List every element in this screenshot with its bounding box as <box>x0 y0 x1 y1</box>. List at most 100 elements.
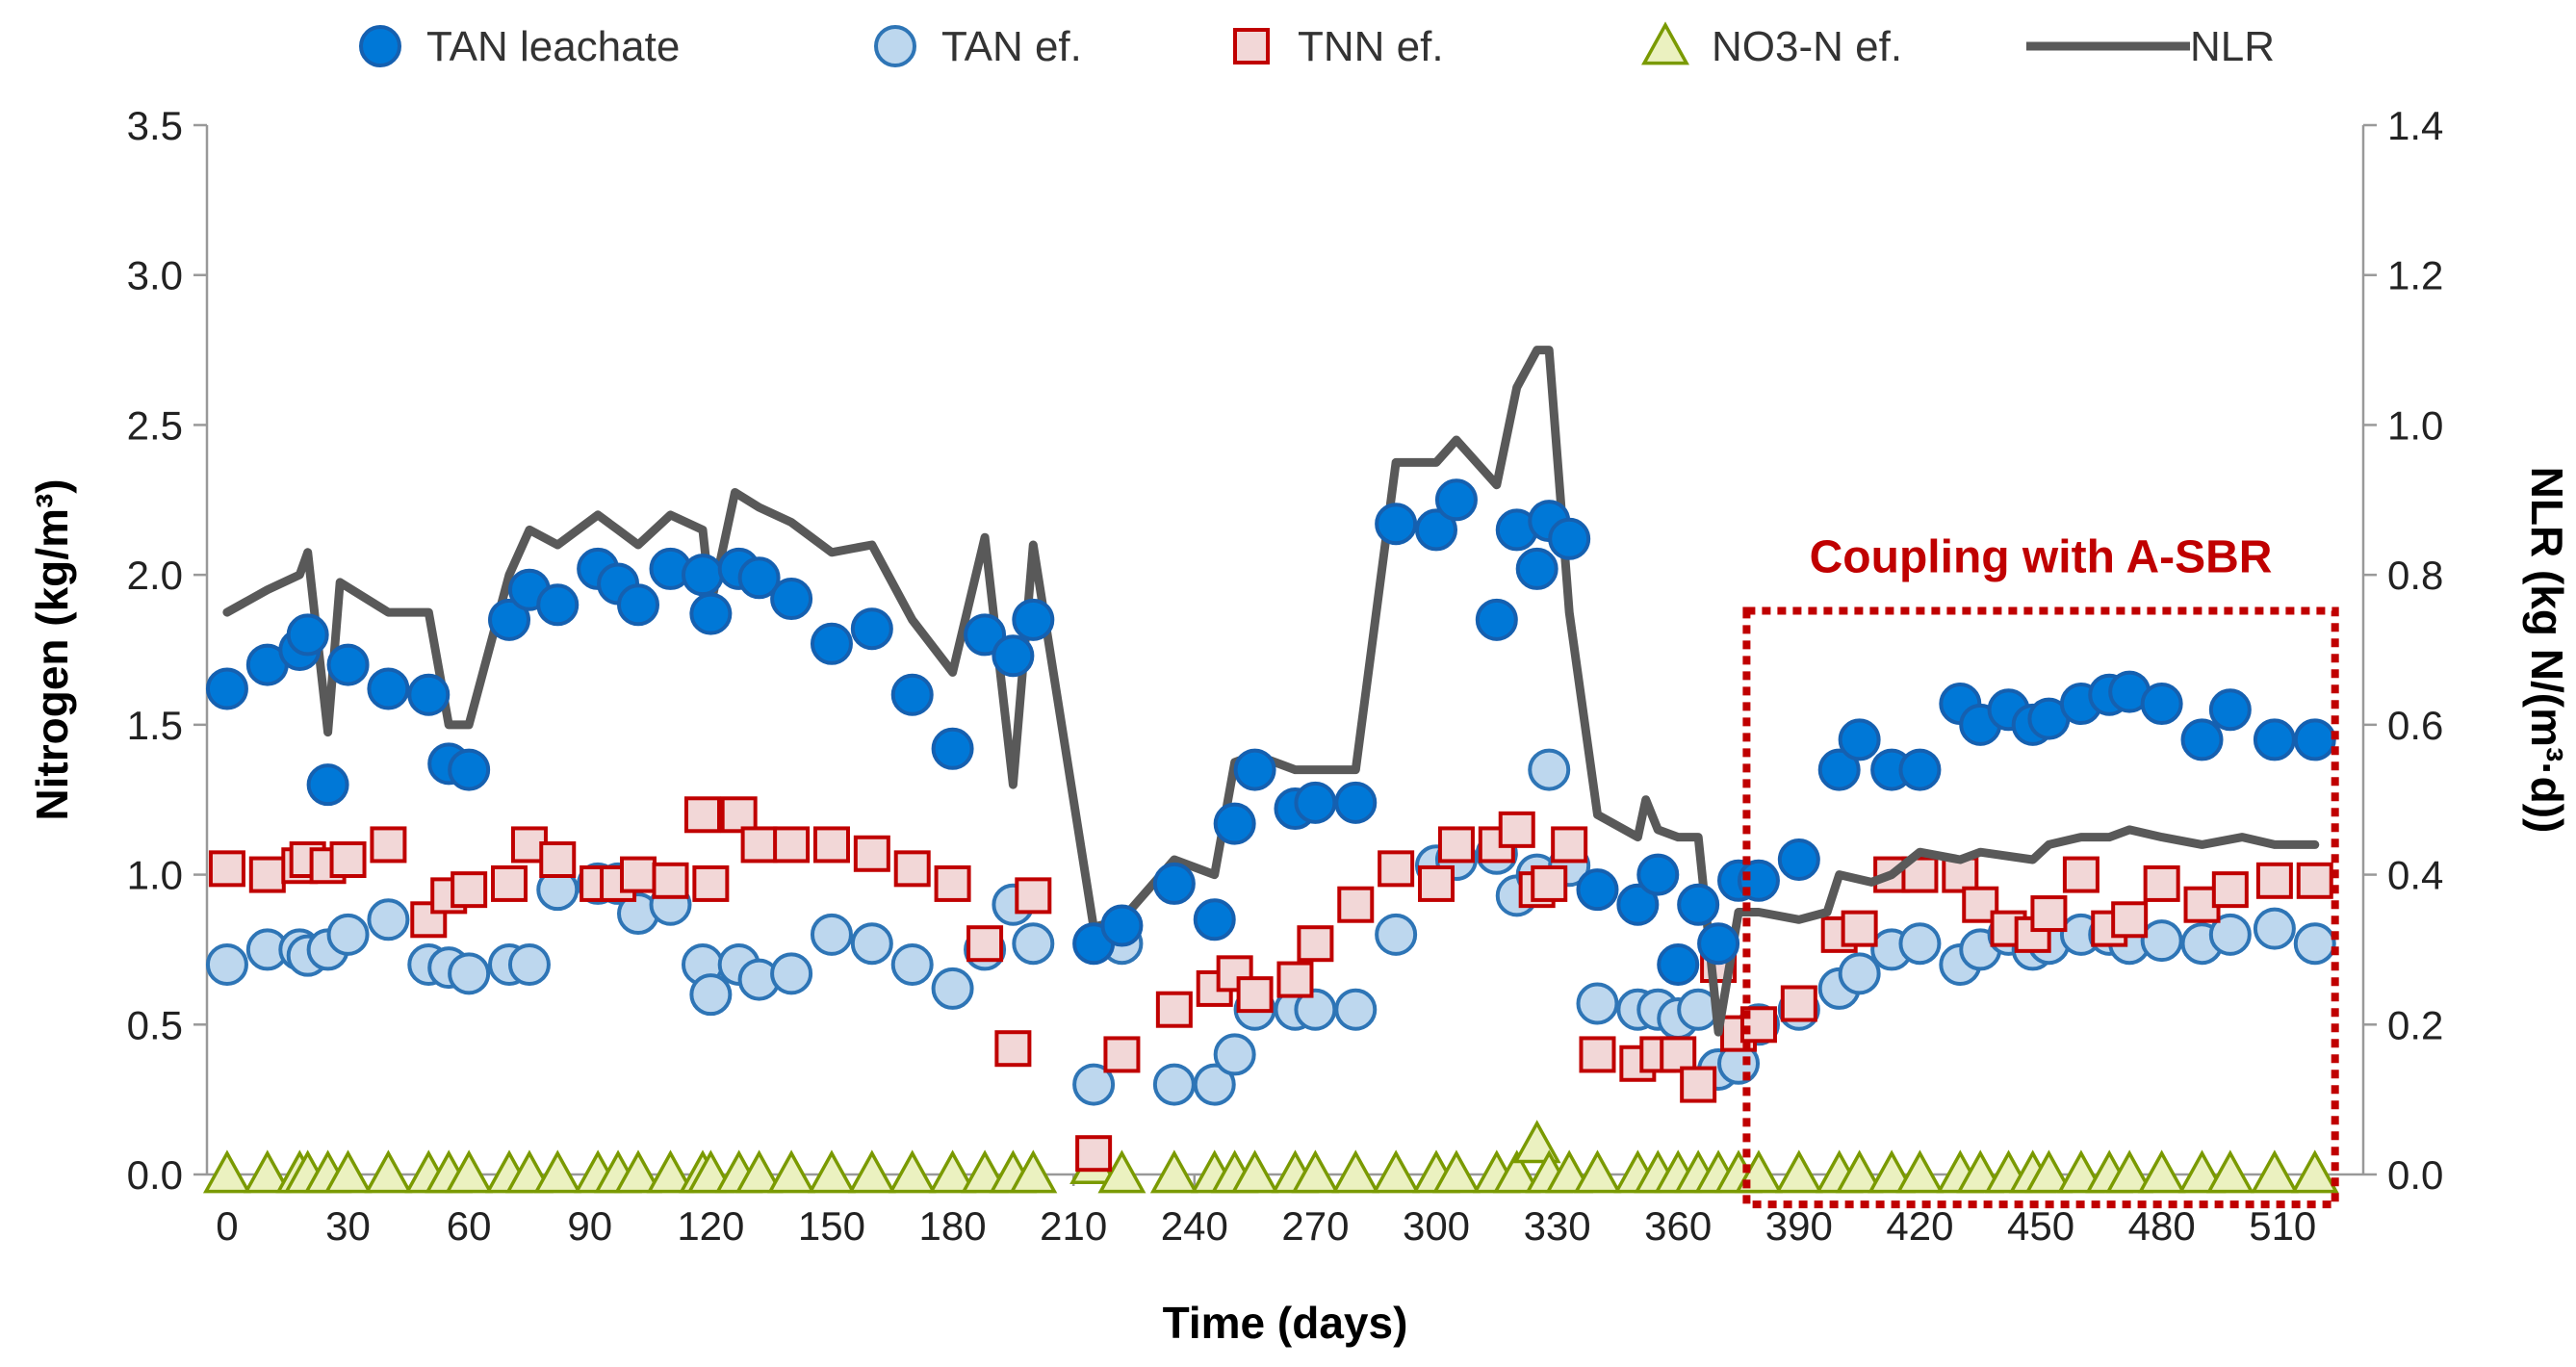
series-tan-ef <box>205 748 2336 1106</box>
tnn-ef-point <box>2296 862 2333 899</box>
tnn-ef-point <box>1551 826 1588 864</box>
legend-label: NO3-N ef. <box>1712 23 1902 70</box>
tnn-ef-point <box>1437 826 1475 864</box>
x-tick-label: 510 <box>2249 1203 2316 1249</box>
tan-leachate-point <box>2180 718 2224 761</box>
y-tick-label: 2.5 <box>127 402 183 448</box>
tnn-ef-point <box>1378 850 1415 888</box>
y2-tick-label: 0.2 <box>2387 1002 2443 1047</box>
y-tick-label: 1.0 <box>127 853 183 898</box>
tan-leachate-point <box>326 643 370 686</box>
plot-area <box>202 346 2339 1194</box>
tnn-ef-point <box>2062 856 2099 893</box>
tnn-ef-point <box>1075 1135 1113 1173</box>
x-tick-label: 450 <box>2007 1203 2074 1249</box>
tan-leachate-point <box>931 727 974 770</box>
tan-leachate-point <box>1233 748 1276 791</box>
tan-leachate-point <box>536 583 580 627</box>
no3-n-ef-point <box>533 1149 582 1194</box>
tan-ef-point <box>367 898 410 941</box>
y-tick-label: 0.5 <box>127 1002 183 1047</box>
tan-leachate-point <box>1152 862 1196 905</box>
no3-n-ef-point <box>445 1149 494 1194</box>
tan-leachate-point <box>1697 922 1740 966</box>
no3-n-ef-point <box>614 1149 662 1194</box>
tnn-ef-point <box>720 796 758 834</box>
tnn-ef-point <box>2030 895 2068 933</box>
tnn-ef-point <box>1276 961 1314 998</box>
x-tick-label: 420 <box>1886 1203 1953 1249</box>
tnn-ef-point <box>692 864 730 902</box>
tan-leachate-point <box>617 583 659 627</box>
no3-n-ef-point <box>2250 1149 2299 1194</box>
tan-ef-point <box>1898 922 1942 966</box>
x-tick-label: 210 <box>1040 1203 1107 1249</box>
tan-leachate-point <box>1515 547 1558 590</box>
y2-tick-label: 0.8 <box>2387 553 2443 598</box>
tnn-ef-point <box>740 826 778 864</box>
no3-n-ef-point <box>1774 1149 1823 1194</box>
x-tick-label: 330 <box>1524 1203 1591 1249</box>
tan-leachate-point <box>1012 598 1055 641</box>
tnn-ef-point <box>1015 877 1052 915</box>
tan-leachate-point <box>1213 802 1256 845</box>
legend-label: TNN ef. <box>1298 23 1444 70</box>
tan-ef-point <box>326 913 370 956</box>
tnn-ef-point <box>1236 976 1274 1014</box>
x-tick-label: 480 <box>2128 1203 2196 1249</box>
y-tick-label: 3.5 <box>127 103 183 148</box>
tnn-ef-point <box>1780 985 1817 1022</box>
tan-leachate-point <box>737 556 781 600</box>
no3-n-ef-point <box>1331 1149 1380 1194</box>
tnn-ef-point <box>1841 910 1878 947</box>
tnn-ef-point <box>1498 811 1535 848</box>
no3-n-ef-point <box>807 1149 856 1194</box>
x-tick-label: 120 <box>677 1203 744 1249</box>
tan-ef-point <box>507 943 551 986</box>
tnn-ef-point <box>370 826 407 864</box>
no3-n-ef-point <box>2205 1149 2254 1194</box>
tan-ef-point <box>1838 952 1881 995</box>
no3-n-ef-point <box>323 1149 373 1194</box>
tan-leachate-point <box>964 613 1007 657</box>
tan-leachate-point <box>1434 478 1478 522</box>
tan-ef-point <box>1576 982 1619 1025</box>
tan-leachate-point <box>205 667 248 710</box>
y-tick-label: 1.5 <box>127 703 183 748</box>
tan-leachate-point <box>992 634 1035 678</box>
tan-ef-point <box>1072 1063 1116 1106</box>
tnn-ef-point <box>934 864 971 902</box>
tan-ef-point <box>2140 919 2183 963</box>
y-tick-label: 0.0 <box>127 1152 183 1198</box>
y2-tick-label: 0.0 <box>2387 1152 2443 1198</box>
tnn-ef-point <box>1103 1036 1141 1073</box>
tan-leachate-point <box>1375 503 1418 546</box>
tan-leachate-point <box>2253 718 2296 761</box>
no3-n-ef-point <box>928 1149 977 1194</box>
y2-tick-label: 1.0 <box>2387 402 2443 448</box>
tan-ef-point <box>1152 1063 1196 1106</box>
tnn-ef-point <box>893 850 931 888</box>
tan-ef-point <box>770 952 813 995</box>
legend-item: NO3-N ef. <box>1641 21 1902 70</box>
tan-ef-point <box>810 913 853 956</box>
no3-n-ef-point <box>1009 1149 1058 1194</box>
no3-n-ef-point <box>646 1149 695 1194</box>
no3-n-ef-point <box>2105 1149 2154 1194</box>
x-tick-label: 0 <box>216 1203 238 1249</box>
y-tick-label: 2.0 <box>127 553 183 598</box>
legend-marker <box>1641 21 1689 65</box>
tnn-ef-point <box>620 856 657 893</box>
tan-leachate-point <box>1898 748 1942 791</box>
tan-leachate-point <box>1334 781 1378 824</box>
tan-leachate-point <box>1838 718 1881 761</box>
tnn-ef-point <box>1680 1066 1717 1103</box>
tnn-ef-point <box>1579 1036 1616 1073</box>
tnn-ef-point <box>2255 862 2293 899</box>
legend-label: TAN leachate <box>426 23 680 70</box>
x-axis-title: Time (days) <box>1163 1298 1408 1348</box>
legend-label: NLR <box>2190 23 2275 70</box>
legend-item: NLR <box>2026 23 2275 70</box>
coupling-label: Coupling with A-SBR <box>1810 532 2273 583</box>
